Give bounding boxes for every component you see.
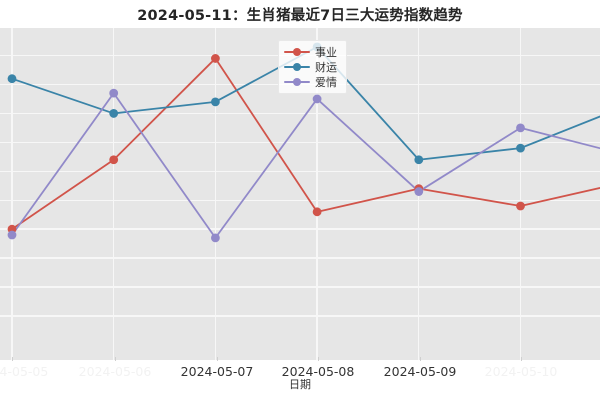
gridline-horizontal [0,286,600,288]
data-point-marker[interactable] [211,54,220,63]
gridline-horizontal [0,112,600,115]
gridline-horizontal [0,228,600,230]
data-point-marker[interactable] [414,155,424,165]
data-point-marker[interactable] [109,109,119,118]
legend-item-love[interactable]: 爱情 [284,74,337,89]
gridline-horizontal [0,199,600,201]
x-axis-tickmark [318,357,319,361]
data-point-marker[interactable] [516,123,525,133]
gridline-horizontal [0,257,600,259]
chart-title: 2024-05-11：生肖猪最近7日三大运势指数趋势 [137,8,463,24]
legend-marker-icon [284,45,310,59]
x-axis-tickmark [420,357,421,361]
data-point-marker[interactable] [312,207,322,217]
gridline-vertical [214,28,217,360]
x-axis-tickmark [217,357,218,361]
gridline-horizontal [0,141,600,144]
x-axis-label: 日期 [289,378,311,391]
data-point-marker[interactable] [109,155,119,165]
x-axis-tick-label: 2024-05-10 [484,364,558,379]
chart-legend: 事业 财运 爱情 [278,40,347,94]
x-axis-tickmark [521,357,522,361]
data-point-marker[interactable] [516,201,525,211]
data-point-marker[interactable] [211,233,220,243]
data-point-marker[interactable] [516,143,525,153]
data-point-marker[interactable] [312,94,322,104]
data-point-marker[interactable] [7,74,17,84]
x-axis-tickmark [12,357,13,361]
legend-item-career[interactable]: 事业 [284,44,337,59]
data-point-marker[interactable] [7,230,17,240]
x-axis-tick-labels: 2024-05-05 2024-05-06 2024-05-07 2024-05-08… [0,360,600,382]
data-point-marker[interactable] [211,97,220,107]
x-axis-tick-label: 2024-05-06 [78,364,152,379]
gridline-vertical [113,28,115,360]
gridline-vertical [316,28,318,360]
legend-item-wealth[interactable]: 财运 [284,59,337,74]
legend-marker-icon [284,75,310,89]
x-axis-tick-label: 2024-05-07 [180,364,254,379]
gridline-horizontal [0,170,600,172]
x-axis-tickmark [115,357,116,361]
legend-label: 事业 [315,45,337,59]
series-line [11,92,600,239]
gridline-vertical [11,28,13,360]
legend-label: 财运 [315,60,337,74]
legend-marker-icon [284,60,310,74]
legend-label: 爱情 [315,75,337,89]
data-point-marker[interactable] [414,187,424,196]
x-axis-tickmarks [0,357,600,362]
x-axis-tick-label: 2024-05-05 [0,364,49,379]
x-axis-tick-label: 2024-05-08 [281,364,355,379]
data-point-marker[interactable] [109,88,119,98]
x-axis-tick-label: 2024-05-09 [383,364,457,379]
gridline-vertical [519,28,522,360]
gridline-horizontal [0,315,600,317]
